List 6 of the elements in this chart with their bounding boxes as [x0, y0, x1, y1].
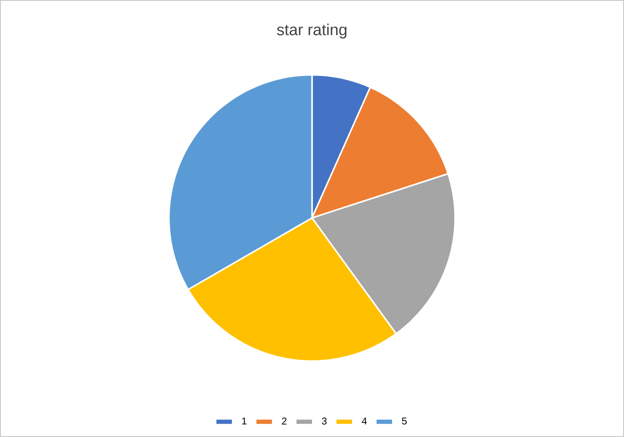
- legend-label: 5: [402, 418, 407, 425]
- legend-label: 3: [322, 418, 327, 425]
- chart-title: star rating: [276, 24, 346, 39]
- legend-label: 4: [362, 418, 367, 424]
- legend-label: 2: [282, 418, 286, 425]
- legend-label: 1: [242, 418, 246, 424]
